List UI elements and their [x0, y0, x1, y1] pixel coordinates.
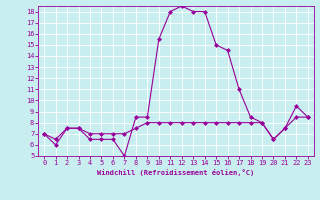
X-axis label: Windchill (Refroidissement éolien,°C): Windchill (Refroidissement éolien,°C)	[97, 169, 255, 176]
